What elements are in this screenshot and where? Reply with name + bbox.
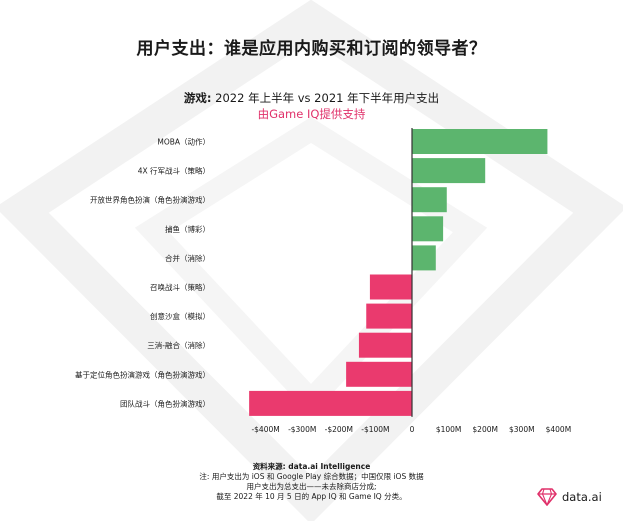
x-tick-label: -$200M xyxy=(325,425,353,434)
logo-text: data.ai xyxy=(562,490,602,504)
x-tick-label: -$300M xyxy=(288,425,316,434)
page-title: 用户支出：谁是应用内购买和订阅的领导者？ xyxy=(136,39,487,59)
x-tick-label: $300M xyxy=(509,425,535,434)
bar-1 xyxy=(412,129,548,154)
category-label: 创意沙盒（模拟） xyxy=(150,311,210,321)
category-label: 4X 行军战斗（策略） xyxy=(138,166,210,176)
x-tick-label: -$100M xyxy=(361,425,389,434)
source-title: 资料来源: data.ai Intelligence xyxy=(252,462,371,471)
bar-6 xyxy=(369,274,412,300)
note-line-2: 用户支出为总支出——未去除商店分成; xyxy=(246,482,377,491)
bar-3 xyxy=(412,187,447,213)
data-ai-logo: data.ai xyxy=(537,485,602,509)
chart-subtitle: 游戏: 2022 年上半年 vs 2021 年下半年用户支出 xyxy=(0,90,623,106)
powered-by-label: 由Game IQ提供支持 xyxy=(257,107,366,121)
bar-2 xyxy=(412,158,486,184)
subtitle-prefix: 游戏: xyxy=(183,91,212,105)
category-label: 团队战斗（角色扮演游戏） xyxy=(120,398,210,408)
x-tick-label: $200M xyxy=(472,425,498,434)
diamond-logo-icon xyxy=(537,488,557,506)
bar-9 xyxy=(346,361,412,387)
note-line-1: 注: 用户支出为 iOS 和 Google Play 综合数据；中国仅限 iOS… xyxy=(199,472,424,481)
x-tick-label: -$400M xyxy=(251,425,279,434)
source-note: 资料来源: data.ai Intelligence 注: 用户支出为 iOS … xyxy=(0,462,623,502)
bar-7 xyxy=(366,303,412,329)
category-label: 合并（消除） xyxy=(165,253,210,263)
category-label: 开放世界角色扮演（角色扮演游戏） xyxy=(90,195,210,205)
bar-5 xyxy=(412,245,436,271)
subtitle-text: 2022 年上半年 vs 2021 年下半年用户支出 xyxy=(211,91,440,105)
note-line-3: 截至 2022 年 10 月 5 日的 App IQ 和 Game IQ 分类。 xyxy=(216,492,407,501)
x-tick-label: $400M xyxy=(546,425,572,434)
bar-4 xyxy=(412,216,444,242)
x-tick-label: 0 xyxy=(410,425,415,434)
x-tick-label: $100M xyxy=(436,425,462,434)
category-label: 三消-融合（消除） xyxy=(147,340,210,350)
category-label: 捕鱼（博彩） xyxy=(165,224,210,234)
category-label: 召唤战斗（策略） xyxy=(150,282,210,292)
category-label: 基于定位角色扮演游戏（角色扮演游戏） xyxy=(75,369,210,379)
bar-10 xyxy=(249,390,412,416)
bar-8 xyxy=(358,332,412,358)
category-label: MOBA（动作） xyxy=(157,137,210,147)
